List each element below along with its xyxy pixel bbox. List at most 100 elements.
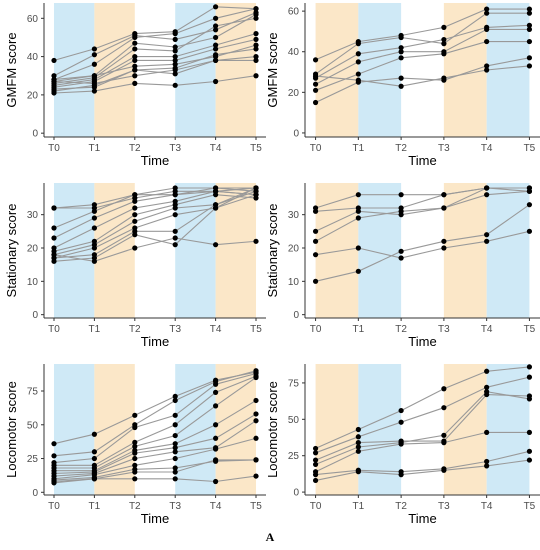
data-point xyxy=(398,208,404,214)
data-point xyxy=(312,477,319,484)
data-point xyxy=(441,51,447,57)
x-tick-label: T5 xyxy=(250,501,262,512)
series-line xyxy=(53,33,257,86)
y-tick-label: 0 xyxy=(293,488,299,499)
data-point xyxy=(526,429,533,436)
data-point xyxy=(526,202,533,208)
data-point xyxy=(132,73,138,79)
data-point xyxy=(172,445,178,451)
x-tick-label: T2 xyxy=(129,501,141,512)
data-point xyxy=(312,87,319,93)
y-tick-label: 25 xyxy=(27,454,39,465)
phase-band xyxy=(215,3,257,137)
phase-band xyxy=(215,364,257,495)
data-point xyxy=(312,57,319,63)
y-tick-label: 40 xyxy=(27,52,39,63)
data-point xyxy=(172,61,178,67)
x-tick-label: T2 xyxy=(395,324,407,335)
data-point xyxy=(484,368,490,374)
data-point xyxy=(484,429,490,436)
y-tick-label: 75 xyxy=(27,387,39,398)
x-axis-title: Time xyxy=(408,334,436,349)
data-point xyxy=(132,40,138,46)
data-point xyxy=(172,469,178,475)
data-point xyxy=(441,432,447,438)
data-point xyxy=(253,435,259,441)
data-point xyxy=(253,54,259,60)
phase-band xyxy=(443,183,487,318)
x-tick-label: T1 xyxy=(353,501,365,512)
data-point xyxy=(213,15,219,21)
y-tick-label: 10 xyxy=(27,277,39,288)
x-tick-label: T3 xyxy=(169,324,181,335)
series-line xyxy=(53,75,257,94)
series-line xyxy=(53,59,256,84)
data-point xyxy=(253,31,259,37)
data-point xyxy=(312,73,319,79)
data-point xyxy=(91,61,97,67)
x-axis-title: Time xyxy=(141,334,169,349)
data-point xyxy=(51,235,57,241)
series-line xyxy=(53,8,257,81)
x-tick-label: T0 xyxy=(310,143,322,154)
series-line xyxy=(53,187,257,262)
data-point xyxy=(355,59,361,65)
series-line xyxy=(315,366,530,449)
y-tick-label: 50 xyxy=(27,420,39,431)
locomotor-left-panel: 0 25 50 75 T0 T1 T2 T3 T4 T5 Time Locomotor score xyxy=(4,364,266,526)
y-tick-label: 10 xyxy=(288,277,300,288)
data-point xyxy=(213,46,219,52)
data-point xyxy=(398,472,404,478)
data-point xyxy=(132,212,138,218)
data-point xyxy=(441,192,447,198)
data-point xyxy=(132,205,138,211)
data-point xyxy=(132,455,138,462)
data-point xyxy=(172,235,178,241)
data-point xyxy=(51,73,57,79)
data-point xyxy=(213,57,219,64)
data-point xyxy=(91,88,97,94)
y-axis-title: Locomotor score xyxy=(265,381,280,478)
data-point xyxy=(172,397,178,404)
series-line xyxy=(53,6,257,61)
data-point xyxy=(132,232,138,238)
data-point xyxy=(355,41,361,47)
data-point xyxy=(526,55,533,61)
data-point xyxy=(484,38,490,45)
data-point xyxy=(91,449,97,455)
data-point xyxy=(132,198,138,204)
series-line xyxy=(315,204,530,282)
data-point xyxy=(51,258,57,264)
x-tick-label: T0 xyxy=(48,501,60,512)
data-point xyxy=(132,412,138,418)
data-point xyxy=(398,45,404,51)
data-point xyxy=(398,441,404,447)
data-point xyxy=(484,238,490,244)
data-point xyxy=(253,238,259,244)
x-tick-label: T0 xyxy=(310,324,322,335)
phase-band xyxy=(175,364,216,495)
data-point xyxy=(132,63,138,69)
data-point xyxy=(441,386,447,392)
data-point xyxy=(172,71,178,77)
series-line xyxy=(53,420,257,477)
x-tick-label: T1 xyxy=(89,143,101,154)
y-tick-label: 20 xyxy=(27,244,39,255)
x-axis-title: Time xyxy=(141,511,169,526)
x-tick-label: T1 xyxy=(353,324,365,335)
y-axis-title: GMFM score xyxy=(265,32,280,107)
data-point xyxy=(132,192,138,198)
data-point xyxy=(91,431,97,437)
data-point xyxy=(91,46,97,52)
data-point xyxy=(172,205,178,211)
data-point xyxy=(484,463,490,469)
data-point xyxy=(526,448,533,454)
data-point xyxy=(91,476,97,482)
phase-band xyxy=(53,3,95,137)
data-point xyxy=(132,424,138,431)
series-line xyxy=(315,394,530,461)
data-point xyxy=(441,440,447,446)
data-point xyxy=(132,476,138,482)
x-tick-label: T5 xyxy=(524,324,536,335)
data-point xyxy=(253,411,259,417)
